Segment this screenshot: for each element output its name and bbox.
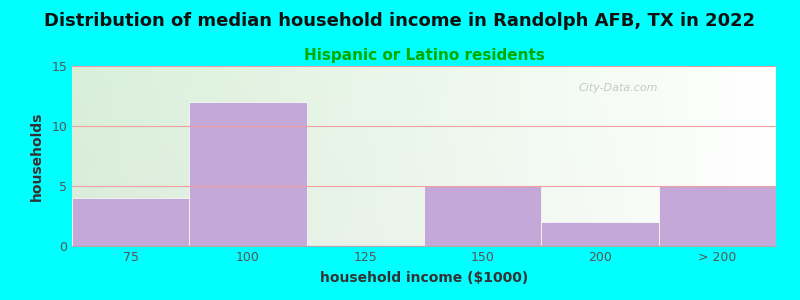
- Bar: [658, 186, 776, 246]
- Bar: [190, 102, 306, 246]
- Y-axis label: households: households: [30, 111, 44, 201]
- Bar: [542, 222, 658, 246]
- Bar: [72, 198, 190, 246]
- X-axis label: household income ($1000): household income ($1000): [320, 271, 528, 285]
- Text: Distribution of median household income in Randolph AFB, TX in 2022: Distribution of median household income …: [45, 12, 755, 30]
- Title: Hispanic or Latino residents: Hispanic or Latino residents: [303, 48, 545, 63]
- Bar: [424, 186, 542, 246]
- Text: City-Data.com: City-Data.com: [579, 82, 658, 93]
